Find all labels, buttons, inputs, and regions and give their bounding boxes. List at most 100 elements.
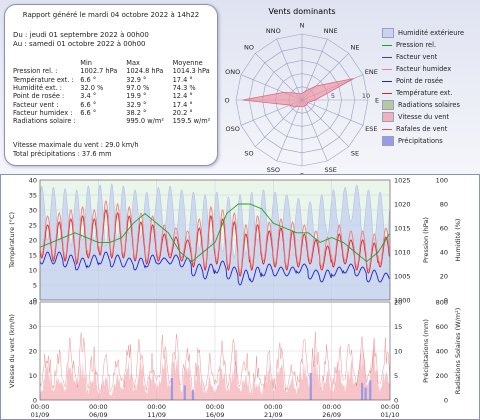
legend-item: Pression rel. [380,39,478,51]
x-tick-time: 00:00 [264,403,283,411]
precip-tick-label: 20 [394,299,402,307]
stats-row-max: 19.9 ° [126,92,147,101]
x-tick-date: 11/09 [147,411,166,419]
total-precip-text: Total précipitations : 37.6 mm [13,150,112,158]
series-line [39,209,390,277]
precipitation-bar [183,385,186,400]
wind-rose-direction-label: NNO [266,27,281,35]
legend-label: Radiations solaires [398,101,460,109]
x-tick-date: 01/10 [381,411,400,419]
stats-row-label: Facteur humidex : [13,108,73,117]
legend-label: Pression rel. [396,41,437,49]
wind-rose-spoke [255,99,303,147]
wind-rose-direction-label: ESE [365,125,377,133]
x-tick-date: 06/09 [89,411,108,419]
humidity-tick-label: 40 [440,249,448,257]
stats-row-max: 32.9 ° [126,75,147,84]
precipitation-bar [364,387,367,400]
wind-rose-direction-label: SSE [325,166,337,174]
wind-rose-direction-label: NE [351,44,360,52]
pressure-tick-label: 1020 [394,201,411,209]
x-tick-time: 00:00 [322,403,341,411]
series-line [39,199,390,275]
period-to: Au : samedi 01 octobre 2022 à 00h00 [13,40,146,48]
stats-row-max: 1024.8 hPa [126,67,164,76]
series-line [39,203,390,263]
left-tick-label: 35 [29,192,37,200]
stats-row-label: Radiations solaire : [13,117,76,126]
legend-label: Humidité extérieure [398,29,465,37]
precip-tick-label: 5 [394,372,398,380]
solar-axis-title: Radiations Solaires (W/m²) [454,308,462,394]
wind-axis-title: Vitesse du vent (km/h) [8,314,16,388]
x-tick-time: 00:00 [147,403,166,411]
legend-item: Rafales de vent [380,123,478,135]
pressure-tick-label: 1000 [394,297,411,305]
humidity-tick-label: 100 [436,177,448,185]
x-tick-date: 01/09 [31,411,50,419]
stats-row-min: 6.6 ° [80,75,97,84]
legend-line-swatch [382,125,392,130]
legend-item: Humidité extérieure [380,27,478,39]
stats-row-label: Température ext. : [13,75,74,84]
wind-rose-direction-label: SE [351,150,359,158]
wind-gust-line [39,331,391,393]
precipitation-bar [309,373,312,400]
x-tick-time: 00:00 [31,403,50,411]
wind-rose-direction-label: E [375,97,379,105]
wind-rose-direction-label: SO [244,150,253,158]
wind-speed-area [40,338,390,400]
humidity-tick-label: 20 [440,273,448,281]
precip-tick-label: 15 [394,323,402,331]
pressure-axis-title: Pression (hPa) [422,217,430,263]
legend-item: Radiations solaires [380,99,478,111]
stats-header-max: Max [126,59,140,68]
legend-label: Vitesse du vent [398,113,450,121]
wind-rose-spoke [301,99,349,147]
wind-tick-label: 30 [29,323,37,331]
stats-row-avg: 12.4 ° [172,92,193,101]
left-tick-label: 20 [29,237,37,245]
stats-row-min: 3.4 ° [80,92,97,101]
stats-header-min: Min [80,59,92,68]
wind-tick-label: 20 [29,348,37,356]
solar-tick-label: 400 [436,348,448,356]
report-footer: Vitesse maximale du vent : 29.0 km/h Tot… [13,141,139,159]
precipitation-bar [361,382,364,400]
wind-rose-polygon [242,78,354,108]
wind-rose-direction-label: NO [244,44,254,52]
legend-label: Facteur vent [396,53,438,61]
legend-label: Point de rosée [396,77,443,85]
left-tick-label: 25 [29,222,37,230]
stats-row-avg: 1014.3 hPa [172,67,210,76]
x-tick-date: 26/09 [322,411,341,419]
pressure-tick-label: 1025 [394,177,411,185]
bottom-plot-border [39,301,391,401]
top-plot-border [39,179,391,301]
wind-rose-direction-label: SSO [267,166,280,174]
humidity-tick-label: 80 [440,201,448,209]
left-tick-label: 0 [33,297,37,305]
wind-rose-direction-label: OSO [226,125,240,133]
precipitation-bar [369,380,372,400]
wind-rose-spoke [301,99,364,126]
wind-tick-label: 10 [29,372,37,380]
legend-box-swatch [382,112,394,122]
solar-tick-label: 800 [436,299,448,307]
precipitation-bar [170,377,174,400]
stats-header-empty [13,59,78,67]
stats-row-avg: 159.5 w/m² [172,117,211,126]
max-wind-text: Vitesse maximale du vent : 29.0 km/h [13,141,139,149]
series-line [39,251,390,286]
x-tick-date: 21/09 [264,411,283,419]
wind-tick-label: 0 [33,397,37,405]
wind-rose-spoke [255,53,303,101]
wind-rose-title: Vents dominants [268,7,335,16]
wind-rose-ring-label: 5 [331,92,335,100]
wind-rose-spoke [276,99,303,162]
x-tick-time: 00:00 [381,403,400,411]
period-from: Du : jeudi 01 septembre 2022 à 00h00 [13,31,149,39]
wind-rose-chart: Vents dominants NNNENEENEEESESESSESSSOSO… [224,7,379,180]
legend-line-swatch [382,89,392,94]
